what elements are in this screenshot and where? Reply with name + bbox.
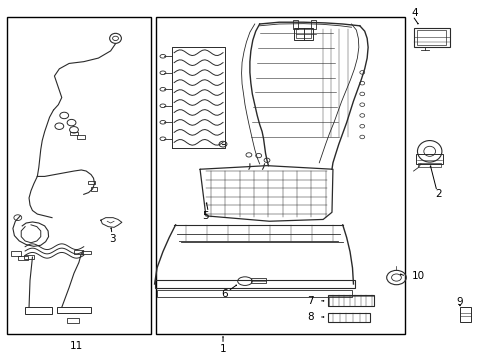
Text: 10: 10 [412, 271, 425, 281]
Text: 1: 1 [220, 343, 226, 354]
Text: 2: 2 [436, 189, 442, 199]
Bar [311, 21, 316, 30]
Bar [91, 187, 97, 191]
Bar [18, 256, 27, 260]
Bar [24, 255, 34, 259]
Text: 6: 6 [221, 289, 228, 299]
Bar [329, 296, 373, 306]
Bar [88, 181, 95, 184]
Bar [294, 28, 314, 40]
Bar [74, 250, 83, 253]
Text: 7: 7 [307, 296, 314, 306]
Bar [77, 135, 85, 139]
Bar [328, 313, 369, 321]
Bar [82, 251, 91, 254]
Bar [155, 280, 355, 288]
Bar [6, 17, 151, 334]
Bar [25, 307, 52, 315]
Bar [460, 307, 471, 321]
Bar [157, 290, 352, 297]
Bar [328, 296, 374, 306]
Bar [156, 17, 405, 334]
Text: 11: 11 [70, 341, 83, 351]
Bar [67, 318, 79, 323]
Bar [70, 132, 78, 135]
Text: 4: 4 [412, 8, 418, 18]
Bar [417, 31, 446, 45]
Bar [57, 307, 91, 314]
Bar [296, 30, 311, 39]
Bar [414, 28, 450, 47]
Bar [416, 154, 443, 164]
Bar [251, 278, 266, 283]
Bar [11, 251, 21, 256]
Text: 8: 8 [307, 312, 314, 322]
Text: 3: 3 [109, 234, 116, 244]
Text: 9: 9 [457, 297, 464, 307]
Bar [293, 21, 298, 30]
Bar [418, 163, 441, 167]
Text: 5: 5 [202, 211, 209, 221]
